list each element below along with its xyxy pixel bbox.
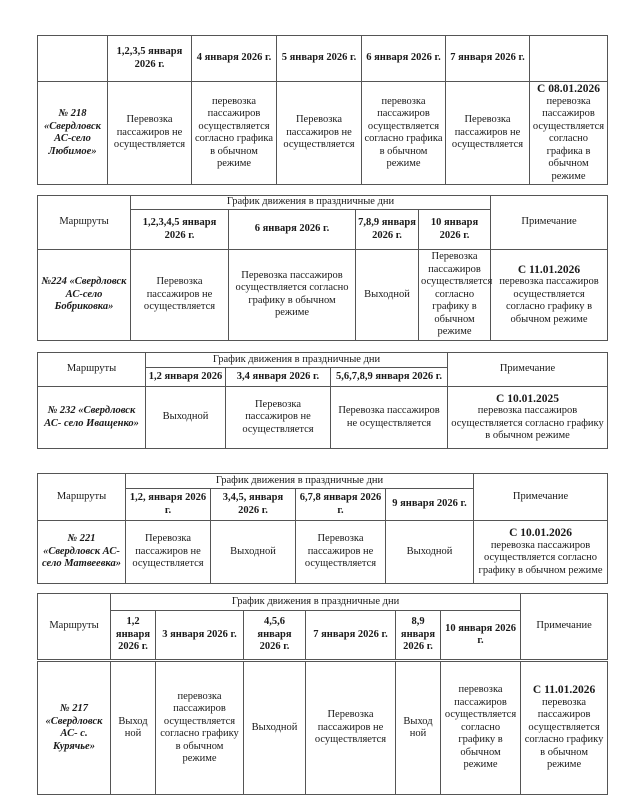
schedule-table: Маршруты График движения в праздничные дн… <box>37 473 609 584</box>
schedule-table: Маршруты График движения в праздничные дн… <box>37 352 609 449</box>
routes-header: Маршруты <box>37 195 131 250</box>
table-row: № 217 «Свердловск АС- с. Курячье» Выход н… <box>37 660 609 795</box>
schedule-cell: Выходной <box>210 520 296 584</box>
header-group-row: Маршруты График движения в праздничные дн… <box>37 593 609 661</box>
note-header: Примечание <box>490 195 609 250</box>
note-date: С 08.01.2026 <box>537 83 600 95</box>
note-header: Примечание <box>447 352 609 387</box>
schedule-cell: Выходной <box>384 520 475 584</box>
holiday-schedule-header: График движения в праздничные дни <box>124 473 475 489</box>
note-cell: С 11.01.2026 перевозка пассажиров осущест… <box>520 660 609 795</box>
route-name: № 221 «Свердловск АС-село Матвеевка» <box>37 520 126 584</box>
note-cell: С 10.01.2026 перевозка пассажиров осущест… <box>473 520 609 584</box>
header-dates-row: 1,2 января 2026 г. 3 января 2026 г. 4,5,6 … <box>38 610 608 661</box>
route-name: № 232 «Свердловск АС- село Иващенко» <box>37 386 146 449</box>
date-column-header: 6 января 2026 г. <box>228 209 356 250</box>
schedule-cell: Перевозка пассажиров не осуществляется <box>305 660 396 795</box>
date-column-header: 10 января 2026 г. <box>439 610 522 661</box>
date-column-header: 1,2,3,5 января 2026 г. <box>107 35 192 82</box>
header-dates-row: 1,2,3,5 января 2026 г. 4 января 2026 г. 5 … <box>37 35 608 82</box>
date-column-header: 7 января 2026 г. <box>445 35 530 82</box>
note-date: С 10.01.2025 <box>496 392 559 405</box>
route-name: № 218 «Свердловск АС-село Любимое» <box>37 81 108 185</box>
note-header <box>529 35 608 82</box>
note-header: Примечание <box>473 473 609 521</box>
schedule-table: Маршруты График движения в праздничные дн… <box>37 593 609 795</box>
date-column-header: 4 января 2026 г. <box>191 35 277 82</box>
schedule-cell: Выходной <box>145 386 226 449</box>
routes-header: Маршруты <box>37 473 126 521</box>
header-group-row: Маршруты График движения в праздничные дн… <box>37 352 609 387</box>
schedule-cell: перевозка пассажиров осуществляется согл… <box>155 660 244 795</box>
header-dates-row: 1,2 января 2026 3,4 января 2026 г. 5,6,7,8… <box>38 367 608 387</box>
note-date: С 10.01.2026 <box>509 527 572 539</box>
note-text: перевозка пассажиров осуществляется согл… <box>532 95 605 182</box>
date-column-header: 5 января 2026 г. <box>276 35 362 82</box>
route-name: № 217 «Свердловск АС- с. Курячье» <box>37 660 111 795</box>
note-text: перевозка пассажиров осуществляется согл… <box>499 276 599 325</box>
schedule-cell: Перевозка пассажиров не осуществляется <box>445 81 530 185</box>
schedule-cell: Перевозка пассажиров не осуществляется <box>225 386 331 449</box>
routes-header: Маршруты <box>37 352 146 387</box>
date-column-header: 3 января 2026 г. <box>155 610 244 661</box>
schedule-cell: Перевозка пассажиров не осуществляется <box>125 520 211 584</box>
schedule-cell: Перевозка пассажиров не осуществляется <box>329 386 449 449</box>
header-group-row: Маршруты График движения в праздничные дн… <box>37 195 609 250</box>
table-row: № 232 «Свердловск АС- село Иващенко» Выхо… <box>37 386 609 449</box>
table-row: № 218 «Свердловск АС-село Любимое» Перево… <box>37 81 608 185</box>
date-column-header: 3,4 января 2026 г. <box>225 367 331 387</box>
schedule-cell: Перевозка пассажиров осуществляется согл… <box>417 249 492 341</box>
date-column-header: 1,2 января 2026 г. <box>110 610 156 661</box>
schedule-cell: Выходной <box>355 249 419 341</box>
table-row: № 221 «Свердловск АС-село Матвеевка» Пере… <box>37 520 609 584</box>
date-column-header: 6,7,8 января 2026 г. <box>295 488 386 521</box>
schedule-cell: Перевозка пассажиров осуществляется согл… <box>228 249 356 341</box>
schedule-cell: Перевозка пассажиров не осуществляется <box>295 520 386 584</box>
date-column-header: 4,5,6 января 2026 г. <box>243 610 306 661</box>
schedule-cell: перевозка пассажиров осуществляется согл… <box>439 660 522 795</box>
note-cell: С 08.01.2026 перевозка пассажиров осущест… <box>529 81 608 185</box>
note-date: С 11.01.2026 <box>532 684 596 697</box>
date-column-header: 7,8,9 января 2026 г. <box>355 209 419 250</box>
schedule-cell: Выходной <box>243 660 306 795</box>
date-column-header: 6 января 2026 г. <box>361 35 446 82</box>
schedule-cell: Выход ной <box>395 660 441 795</box>
schedule-cell: Перевозка пассажиров не осуществляется <box>130 249 229 341</box>
note-cell: С 10.01.2025 перевозка пассажиров осущест… <box>447 386 609 449</box>
note-text: перевозка пассажиров осуществляется согл… <box>524 696 604 771</box>
routes-header <box>37 35 108 82</box>
routes-header: Маршруты <box>37 593 111 661</box>
schedule-table: Маршруты График движения в праздничные дн… <box>37 195 609 341</box>
date-column-header: 8,9 января 2026 г. <box>395 610 441 661</box>
table-row: №224 «Свердловск АС-село Бобриковка» Пере… <box>37 249 609 341</box>
date-column-header: 3,4,5, января 2026 г. <box>210 488 296 521</box>
note-text: перевозка пассажиров осуществляется согл… <box>478 539 603 576</box>
note-cell: С 11.01.2026 перевозка пассажиров осущест… <box>490 249 609 341</box>
note-header: Примечание <box>520 593 609 661</box>
schedule-cell: Выход ной <box>110 660 156 795</box>
note-date: С 11.01.2026 <box>517 263 581 276</box>
route-name: №224 «Свердловск АС-село Бобриковка» <box>37 249 131 341</box>
schedule-table: 1,2,3,5 января 2026 г. 4 января 2026 г. 5 … <box>37 35 608 185</box>
holiday-schedule-header: График движения в праздничные дни <box>144 352 449 368</box>
schedule-cell: перевозка пассажиров осуществляется согл… <box>191 81 277 185</box>
schedule-cell: перевозка пассажиров осуществляется согл… <box>361 81 446 185</box>
date-column-header: 9 января 2026 г. <box>384 488 475 521</box>
header-dates-row: 1,2,3,4,5 января 2026 г. 6 января 2026 г.… <box>38 209 608 250</box>
schedule-cell: Перевозка пассажиров не осуществляется <box>276 81 362 185</box>
date-column-header: 7 января 2026 г. <box>305 610 396 661</box>
date-column-header: 1,2,3,4,5 января 2026 г. <box>130 209 229 250</box>
date-column-header: 1,2 января 2026 <box>145 367 226 387</box>
note-text: перевозка пассажиров осуществляется согл… <box>451 405 604 441</box>
holiday-schedule-header: График движения в праздничные дни <box>129 195 492 210</box>
holiday-schedule-header: График движения в праздничные дни <box>109 593 522 611</box>
header-group-row: Маршруты График движения в праздничные дн… <box>37 473 609 521</box>
date-column-header: 10 января 2026 г. <box>417 209 492 250</box>
date-column-header: 1,2, января 2026 г. <box>125 488 211 521</box>
date-column-header: 5,6,7,8,9 января 2026 г. <box>329 367 449 387</box>
schedule-cell: Перевозка пассажиров не осуществляется <box>107 81 192 185</box>
